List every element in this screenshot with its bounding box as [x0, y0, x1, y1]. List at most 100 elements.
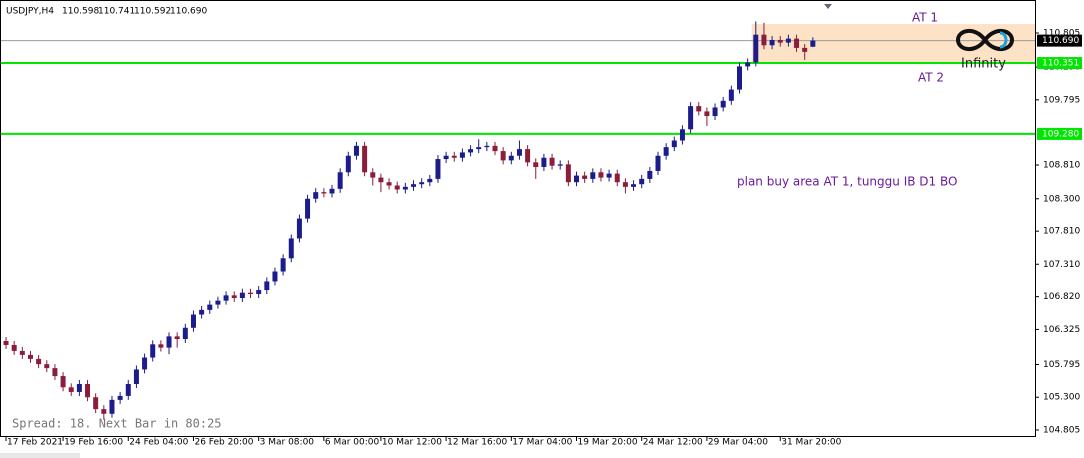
- candle-body: [614, 173, 620, 183]
- candle-body: [256, 290, 262, 295]
- candle-body: [402, 186, 408, 190]
- logo-icon: [955, 29, 1015, 51]
- candle-body: [435, 159, 441, 179]
- price-label-box: [1037, 34, 1082, 47]
- candle-body: [606, 173, 612, 178]
- last-high: 110.741: [98, 7, 135, 17]
- candle-body: [671, 140, 677, 148]
- x-tick-label: 24 Mar 12:00: [643, 438, 703, 448]
- candle-body: [142, 357, 148, 370]
- candle-body: [712, 107, 718, 117]
- candle-body: [794, 38, 800, 48]
- candle-body: [492, 145, 498, 152]
- candle-body: [207, 304, 213, 310]
- candle-body: [158, 344, 164, 348]
- candle-body: [688, 106, 694, 130]
- y-tick-label: 108.300: [1043, 194, 1080, 204]
- candle-body: [239, 292, 245, 298]
- candle-body: [745, 62, 751, 67]
- candle-body: [125, 384, 131, 396]
- candle-body: [679, 129, 685, 141]
- candle-body: [288, 238, 294, 259]
- candle-body: [582, 175, 588, 179]
- candle-body: [174, 336, 180, 340]
- candle-body: [166, 336, 172, 348]
- y-tick-label: 105.300: [1043, 393, 1080, 403]
- candle-body: [353, 145, 359, 156]
- candle-body: [639, 178, 645, 185]
- status-footer: Spread: 18. Next Bar in 80:25: [12, 417, 222, 431]
- annotation: AT 1: [912, 11, 938, 25]
- candle-body: [329, 188, 335, 194]
- logo-text: Infinity: [961, 57, 1006, 72]
- candle-body: [533, 162, 539, 167]
- x-tick-label: 29 Mar 04:00: [708, 438, 768, 448]
- last-open: 110.598: [62, 7, 99, 17]
- candle-body: [101, 409, 107, 414]
- x-tick-label: 12 Mar 16:00: [447, 438, 507, 448]
- candle-body: [313, 192, 319, 199]
- candle-body: [182, 327, 188, 340]
- y-tick-label: 109.795: [1043, 95, 1080, 105]
- candle-body: [419, 182, 425, 185]
- x-tick-label: 17 Feb 2021: [7, 438, 63, 448]
- candle-body: [150, 344, 156, 358]
- candle-body: [3, 340, 9, 345]
- y-tick-label: 108.810: [1043, 161, 1080, 171]
- y-tick-label: 106.820: [1043, 292, 1080, 302]
- candle-body: [345, 155, 351, 173]
- candle-body: [736, 66, 742, 90]
- plot-frame: [0, 0, 1036, 437]
- x-tick-label: 10 Mar 12:00: [382, 438, 442, 448]
- candle-body: [508, 155, 514, 161]
- price-label-box: [1037, 127, 1082, 140]
- y-tick-label: 110.805: [1043, 29, 1080, 39]
- candle-body: [500, 151, 506, 161]
- candle-body: [19, 350, 25, 355]
- candle-body: [557, 164, 563, 166]
- candle-body: [44, 364, 50, 369]
- candle-body: [459, 152, 465, 158]
- candle-body: [36, 358, 42, 365]
- candle-body: [296, 218, 302, 239]
- logo: Infinity: [955, 29, 1015, 72]
- candle-body: [394, 185, 400, 190]
- candle-body: [133, 369, 139, 385]
- candle-body: [190, 314, 196, 328]
- shift-marker: [824, 4, 832, 9]
- last-low: 110.592: [134, 7, 171, 17]
- candle-body: [516, 149, 522, 156]
- candle-body: [647, 170, 653, 179]
- candle-body: [761, 34, 767, 46]
- candle-body: [590, 172, 596, 179]
- candle-body: [248, 292, 254, 295]
- candle-body: [93, 397, 99, 410]
- candle-body: [264, 281, 270, 291]
- candle-body: [321, 192, 327, 194]
- candle-body: [60, 376, 66, 388]
- y-tick-label: 106.325: [1043, 325, 1080, 335]
- candle-body: [109, 399, 115, 414]
- x-tick-label: 17 Mar 04:00: [512, 438, 572, 448]
- candle-body: [622, 182, 628, 187]
- candle-body: [631, 184, 637, 187]
- candle-body: [802, 47, 808, 52]
- price-label: 110.351: [1042, 59, 1079, 69]
- price-label: 109.280: [1042, 129, 1079, 139]
- annotation: plan buy area AT 1, tunggu IB D1 BO: [737, 175, 957, 189]
- candle-body: [231, 295, 237, 298]
- y-tick-label: 107.310: [1043, 260, 1080, 270]
- candle-body: [443, 155, 449, 160]
- x-tick-label: 19 Mar 20:00: [578, 438, 638, 448]
- candle-body: [451, 155, 457, 158]
- candle-body: [598, 172, 604, 178]
- candle-body: [753, 34, 759, 63]
- x-tick-label: 19 Feb 16:00: [64, 438, 123, 448]
- candle-body: [541, 157, 547, 167]
- y-tick-label: 105.795: [1043, 360, 1080, 370]
- x-tick-label: 3 Mar 08:00: [260, 438, 315, 448]
- candle-body: [549, 157, 555, 166]
- candle-body: [215, 300, 221, 305]
